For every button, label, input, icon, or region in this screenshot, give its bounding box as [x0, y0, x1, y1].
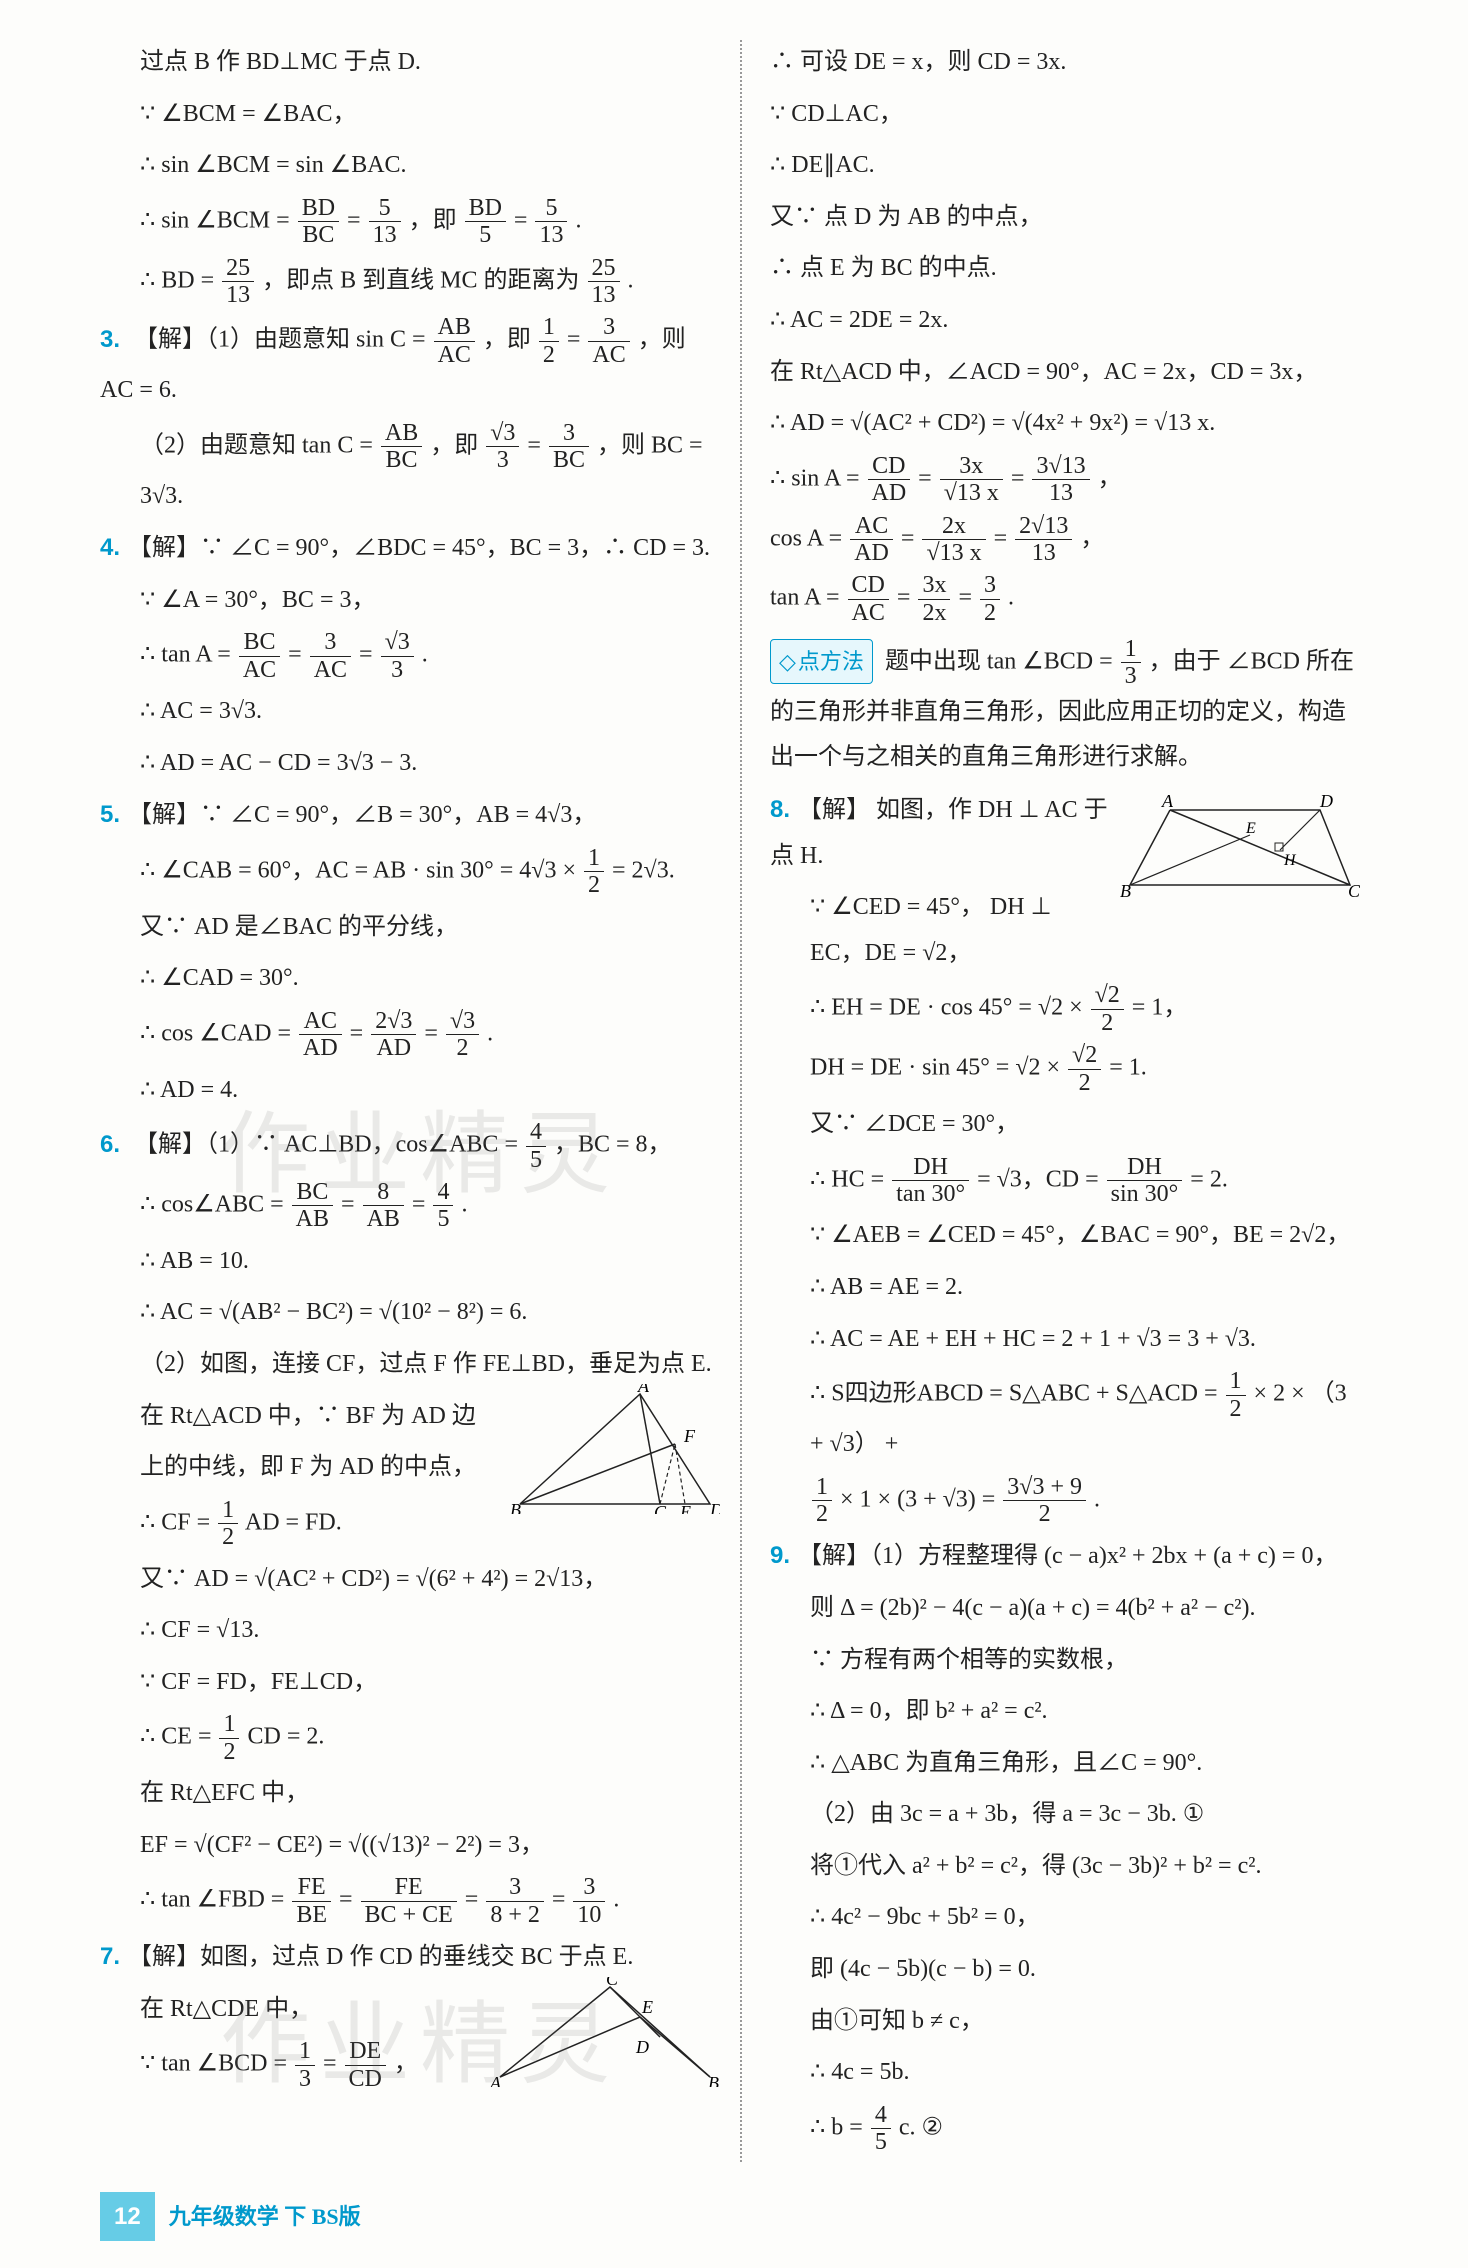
svg-text:E: E	[1245, 820, 1256, 837]
math-line: ∴ BD = 2513 ，即点 B 到直线 MC 的距离为 2513 .	[100, 255, 720, 309]
tip-box-line: 点方法 题中出现 tan ∠BCD = 13 ，由于 ∠BCD 所在的三角形并非…	[770, 636, 1360, 781]
math-line: ∴ tan A = BCAC = 3AC = √33 .	[100, 629, 720, 683]
svg-text:H: H	[1283, 852, 1297, 869]
q3-line2: （2）由题意知 tan C = ABBC ，即 √33 = 3BC ，则 BC …	[100, 420, 720, 519]
page-footer: 12 九年级数学 下 BS版	[100, 2192, 1428, 2242]
math-line: ∴ CE = 12 CD = 2.	[100, 1711, 720, 1765]
geometry-figure-q8: A D B C E H	[1120, 795, 1360, 905]
text-line: ∵ CD⊥AC，	[770, 92, 1360, 138]
question-number: 3.	[100, 317, 128, 363]
text-line: 将①代入 a² + b² = c²，得 (3c − 3b)² + b² = c²…	[770, 1844, 1360, 1890]
text-line: ∴ DE∥AC.	[770, 143, 1360, 189]
text-line: ∴ AB = AE = 2.	[770, 1265, 1360, 1311]
svg-text:C: C	[1348, 881, 1360, 901]
text-line: EF = √(CF² − CE²) = √((√13)² − 2²) = 3，	[100, 1823, 720, 1869]
text-line: ∴ 可设 DE = x，则 CD = 3x.	[770, 40, 1360, 86]
text-line: 由①可知 b ≠ c，	[770, 1999, 1360, 2045]
math-line: cos A = ACAD = 2x√13 x = 2√1313 ，	[770, 513, 1360, 567]
svg-text:C: C	[654, 1502, 667, 1514]
q4-line: 4.【解】∵ ∠C = 90°，∠BDC = 45°，BC = 3，∴ CD =…	[100, 525, 720, 572]
geometry-figure-q6: A B C E D F	[510, 1384, 720, 1514]
right-column: ∴ 可设 DE = x，则 CD = 3x. ∵ CD⊥AC， ∴ DE∥AC.…	[740, 40, 1380, 2162]
math-line: tan A = CDAC = 3x2x = 32 .	[770, 572, 1360, 626]
text-line: ∴ △ABC 为直角三角形，且∠C = 90°.	[770, 1741, 1360, 1787]
svg-text:F: F	[683, 1426, 696, 1446]
left-column: 过点 B 作 BD⊥MC 于点 D. ∵ ∠BCM = ∠BAC， ∴ sin …	[100, 40, 740, 2162]
math-line: ∴ tan ∠FBD = FEBE = FEBC + CE = 38 + 2 =…	[100, 1874, 720, 1928]
book-label: 九年级数学 下 BS版	[169, 2196, 361, 2238]
text-line: 又∵ 点 D 为 AB 的中点，	[770, 195, 1360, 241]
math-line: ∴ sin A = CDAD = 3x√13 x = 3√1313 ，	[770, 453, 1360, 507]
math-line: ∴ cos∠ABC = BCAB = 8AB = 45 .	[100, 1179, 720, 1233]
text-line: ∵ ∠A = 30°，BC = 3，	[100, 578, 720, 624]
text-line: 在 Rt△EFC 中，	[100, 1771, 720, 1817]
text-line: ∴ AD = 4.	[100, 1068, 720, 1114]
text-line: 则 Δ = (2b)² − 4(c − a)(a + c) = 4(b² + a…	[770, 1586, 1360, 1632]
q9-line: 9.【解】（1）方程整理得 (c − a)x² + 2bx + (a + c) …	[770, 1533, 1360, 1580]
text-line: ∵ CF = FD，FE⊥CD，	[100, 1660, 720, 1706]
svg-text:E: E	[679, 1502, 691, 1514]
geometry-figure-q7: C A E D B	[490, 1977, 720, 2087]
text-line: ∴ AC = 3√3.	[100, 689, 720, 735]
text-line: ∵ 方程有两个相等的实数根，	[770, 1638, 1360, 1684]
svg-text:D: D	[1319, 795, 1333, 811]
math-line: DH = DE · sin 45° = √2 × √22 = 1.	[770, 1042, 1360, 1096]
svg-text:D: D	[709, 1500, 720, 1514]
text-line: ∴ AB = 10.	[100, 1239, 720, 1285]
math-line: ∴ b = 45 c. ②	[770, 2102, 1360, 2156]
math-line: ∴ S四边形ABCD = S△ABC + S△ACD = 12 × 2 × （3…	[770, 1368, 1360, 1467]
page-columns: 过点 B 作 BD⊥MC 于点 D. ∵ ∠BCM = ∠BAC， ∴ sin …	[100, 40, 1428, 2162]
text-line: ∴ sin ∠BCM = sin ∠BAC.	[100, 143, 720, 189]
q5-line: 5.【解】∵ ∠C = 90°，∠B = 30°，AB = 4√3，	[100, 792, 720, 839]
text-line: ∴ CF = √13.	[100, 1608, 720, 1654]
math-line: ∴ EH = DE · cos 45° = √2 × √22 = 1，	[770, 982, 1360, 1036]
text-line: 过点 B 作 BD⊥MC 于点 D.	[100, 40, 720, 86]
text-line: ∴ AC = AE + EH + HC = 2 + 1 + √3 = 3 + √…	[770, 1317, 1360, 1363]
text-line: （2）由 3c = a + 3b，得 a = 3c − 3b. ①	[770, 1792, 1360, 1838]
q3-line1: 3. 【解】（1）由题意知 sin C = ABAC ，即 12 = 3AC ，…	[100, 314, 720, 413]
text-line: （2）如图，连接 CF，过点 F 作 FE⊥BD，垂足为点 E.	[100, 1342, 720, 1388]
svg-text:E: E	[641, 1997, 653, 2017]
math-line: ∴ sin ∠BCM = BDBC = 513 ，即 BD5 = 513 .	[100, 195, 720, 249]
q6-line: 6. 【解】（1）∵ AC⊥BD，cos∠ABC = 45 ，BC = 8，	[100, 1119, 720, 1173]
text-line: ∴ AC = 2DE = 2x.	[770, 298, 1360, 344]
text-line: ∴ AC = √(AB² − BC²) = √(10² − 8²) = 6.	[100, 1290, 720, 1336]
text-line: ∴ 4c² − 9bc + 5b² = 0，	[770, 1895, 1360, 1941]
text-line: 即 (4c − 5b)(c − b) = 0.	[770, 1947, 1360, 1993]
math-line: ∴ cos ∠CAD = ACAD = 2√3AD = √32 .	[100, 1008, 720, 1062]
svg-text:A: A	[490, 2073, 502, 2087]
tip-label: 点方法	[770, 639, 873, 685]
svg-text:A: A	[1161, 795, 1174, 811]
text-line: ∴ 4c = 5b.	[770, 2050, 1360, 2096]
text-line: ∵ ∠BCM = ∠BAC，	[100, 92, 720, 138]
text-line: ∵ ∠AEB = ∠CED = 45°，∠BAC = 90°，BE = 2√2，	[770, 1213, 1360, 1259]
q7-line: 7.【解】如图，过点 D 作 CD 的垂线交 BC 于点 E.	[100, 1934, 720, 1981]
text-line: 又∵ ∠DCE = 30°，	[770, 1102, 1360, 1148]
text-line: 在 Rt△ACD 中，∠ACD = 90°，AC = 2x，CD = 3x，	[770, 350, 1360, 396]
svg-text:B: B	[1120, 881, 1131, 901]
text-line: ∴ ∠CAD = 30°.	[100, 956, 720, 1002]
text-line: ∴ 点 E 为 BC 的中点.	[770, 246, 1360, 292]
text-line: 又∵ AD 是∠BAC 的平分线，	[100, 905, 720, 951]
svg-text:D: D	[635, 2037, 649, 2057]
svg-text:B: B	[708, 2073, 719, 2087]
text-line: ∴ AD = √(AC² + CD²) = √(4x² + 9x²) = √13…	[770, 401, 1360, 447]
svg-text:B: B	[510, 1500, 521, 1514]
text-line: ∴ Δ = 0，即 b² + a² = c².	[770, 1689, 1360, 1735]
page-number: 12	[100, 2192, 155, 2242]
math-line: ∴ ∠CAB = 60°，AC = AB · sin 30° = 4√3 × 1…	[100, 845, 720, 899]
text-line: ∴ AD = AC − CD = 3√3 − 3.	[100, 741, 720, 787]
math-line: 12 × 1 × (3 + √3) = 3√3 + 92 .	[770, 1474, 1360, 1528]
math-line: ∴ HC = DHtan 30° = √3，CD = DHsin 30° = 2…	[770, 1154, 1360, 1208]
text-line: 又∵ AD = √(AC² + CD²) = √(6² + 4²) = 2√13…	[100, 1557, 720, 1603]
